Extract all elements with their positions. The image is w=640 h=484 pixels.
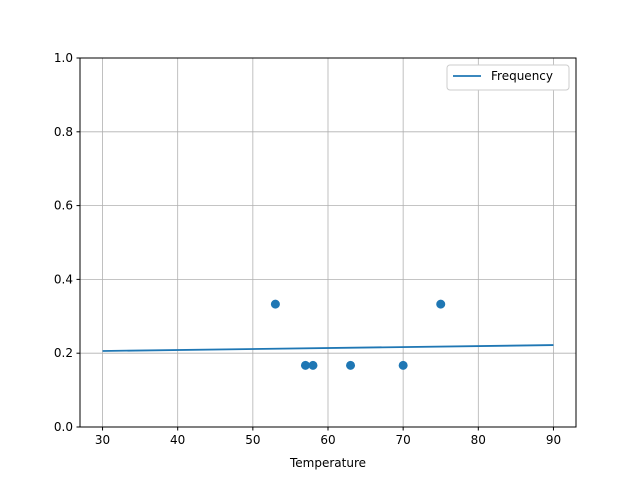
y-tick-label: 0.6 xyxy=(54,199,73,213)
scatter-point xyxy=(398,360,408,370)
x-tick-label: 60 xyxy=(320,433,335,447)
marks xyxy=(102,299,554,370)
y-tick-label: 0.0 xyxy=(54,420,73,434)
x-tick-label: 50 xyxy=(245,433,260,447)
x-tick-label: 80 xyxy=(471,433,486,447)
scatter-point xyxy=(300,360,310,370)
legend-box xyxy=(446,64,570,91)
scatter-point xyxy=(346,360,356,370)
y-tick-label: 0.8 xyxy=(54,125,73,139)
grid xyxy=(80,57,576,428)
scatter-point xyxy=(270,299,280,309)
x-tick-label: 30 xyxy=(95,433,110,447)
ticks: 30 40 50 60 70 80 90 0.0 0.2 0.4 0.6 0.8 1.0 xyxy=(54,51,561,447)
x-tick-label: 70 xyxy=(396,433,411,447)
legend: Frequency xyxy=(446,64,570,91)
y-tick-label: 0.2 xyxy=(54,346,73,360)
y-tick-label: 1.0 xyxy=(54,51,73,65)
x-tick-label: 90 xyxy=(546,433,561,447)
scatter-point xyxy=(436,299,446,309)
x-axis-label: Temperature xyxy=(289,456,366,470)
scatter-point xyxy=(308,360,318,370)
x-tick-label: 40 xyxy=(170,433,185,447)
series-line-frequency xyxy=(102,344,554,352)
legend-label: Frequency xyxy=(491,69,553,83)
y-tick-label: 0.4 xyxy=(54,272,73,286)
